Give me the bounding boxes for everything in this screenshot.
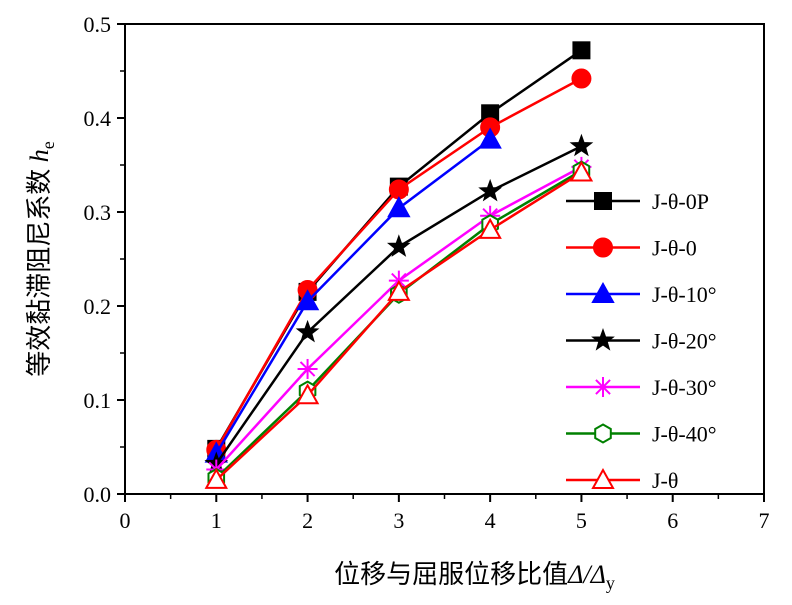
series-1 xyxy=(206,68,592,460)
data-point xyxy=(478,217,502,239)
legend-marker xyxy=(591,467,615,489)
y-axis-title: 等效黏滞阻尼系数 he xyxy=(25,141,58,377)
x-axis-title: 位移与屈服位移比值Δ/Δy xyxy=(334,560,615,593)
data-point xyxy=(388,179,409,200)
legend-label: J-θ-20° xyxy=(652,329,717,354)
x-tick-label: 1 xyxy=(211,508,222,533)
data-point xyxy=(204,467,228,489)
legend-marker xyxy=(591,281,615,303)
legend-item: J-θ-10° xyxy=(566,281,717,307)
x-tick-label: 4 xyxy=(485,508,496,533)
series-group xyxy=(204,41,594,489)
legend-item: J-θ-20° xyxy=(566,328,717,354)
legend-marker xyxy=(594,423,612,444)
data-point xyxy=(297,358,318,379)
x-tick-label: 5 xyxy=(576,508,587,533)
axes: 0 1 2 3 4 5 6 7 0.0 0.1 0.2 0.3 0.4 0.5 位移与屈服位移比值Δ/Δy 等… xyxy=(25,12,770,593)
legend-marker xyxy=(594,192,612,210)
legend-label: J-θ-0 xyxy=(652,236,697,261)
data-point xyxy=(571,68,592,89)
x-tick-label: 0 xyxy=(120,508,131,533)
data-point xyxy=(569,160,594,182)
series-line xyxy=(215,138,491,455)
data-point xyxy=(295,383,320,405)
legend-marker xyxy=(593,237,613,258)
x-tick-label: 6 xyxy=(667,508,678,533)
data-point xyxy=(572,41,591,60)
y-tick-label: 0.4 xyxy=(84,106,112,131)
series-2 xyxy=(204,127,502,463)
data-point xyxy=(478,178,503,202)
series-line xyxy=(215,77,583,451)
legend-marker xyxy=(593,377,613,397)
legend-item: J-θ-30° xyxy=(566,375,717,400)
y-tick-label: 0.2 xyxy=(84,294,112,319)
y-tick-label: 0.1 xyxy=(84,388,112,413)
legend-label: J-θ-10° xyxy=(652,282,717,307)
data-point xyxy=(478,127,502,149)
legend-item: J-θ-0P xyxy=(566,189,709,214)
asterisk-stroke xyxy=(299,361,316,377)
legend-marker xyxy=(591,328,615,351)
y-tick-label: 0.3 xyxy=(84,200,112,225)
y-tick-label: 0.5 xyxy=(84,12,112,37)
legend-item: J-θ-40° xyxy=(566,422,717,447)
data-point xyxy=(387,279,411,301)
data-point xyxy=(295,319,320,343)
legend-label: J-θ-0P xyxy=(652,189,709,214)
asterisk-stroke xyxy=(595,379,611,395)
data-point xyxy=(386,234,411,257)
legend-item: J-θ-0 xyxy=(566,236,697,261)
y-tick-label: 0.0 xyxy=(84,482,112,507)
x-tick-label: 2 xyxy=(302,508,313,533)
legend-label: J-θ xyxy=(652,468,678,493)
data-point xyxy=(387,196,411,218)
legend-item: J-θ xyxy=(566,467,678,493)
data-point xyxy=(295,289,320,311)
data-point xyxy=(569,133,594,157)
x-tick-label: 3 xyxy=(393,508,404,533)
legend-label: J-θ-30° xyxy=(652,375,717,400)
series-line xyxy=(215,171,583,481)
x-tick-label: 7 xyxy=(759,508,770,533)
legend: J-θ-0P J-θ-0 J-θ-10° J-θ-20° J-θ-30° J-θ-40° J… xyxy=(566,189,717,493)
legend-label: J-θ-40° xyxy=(652,422,717,447)
series-6 xyxy=(204,160,594,489)
